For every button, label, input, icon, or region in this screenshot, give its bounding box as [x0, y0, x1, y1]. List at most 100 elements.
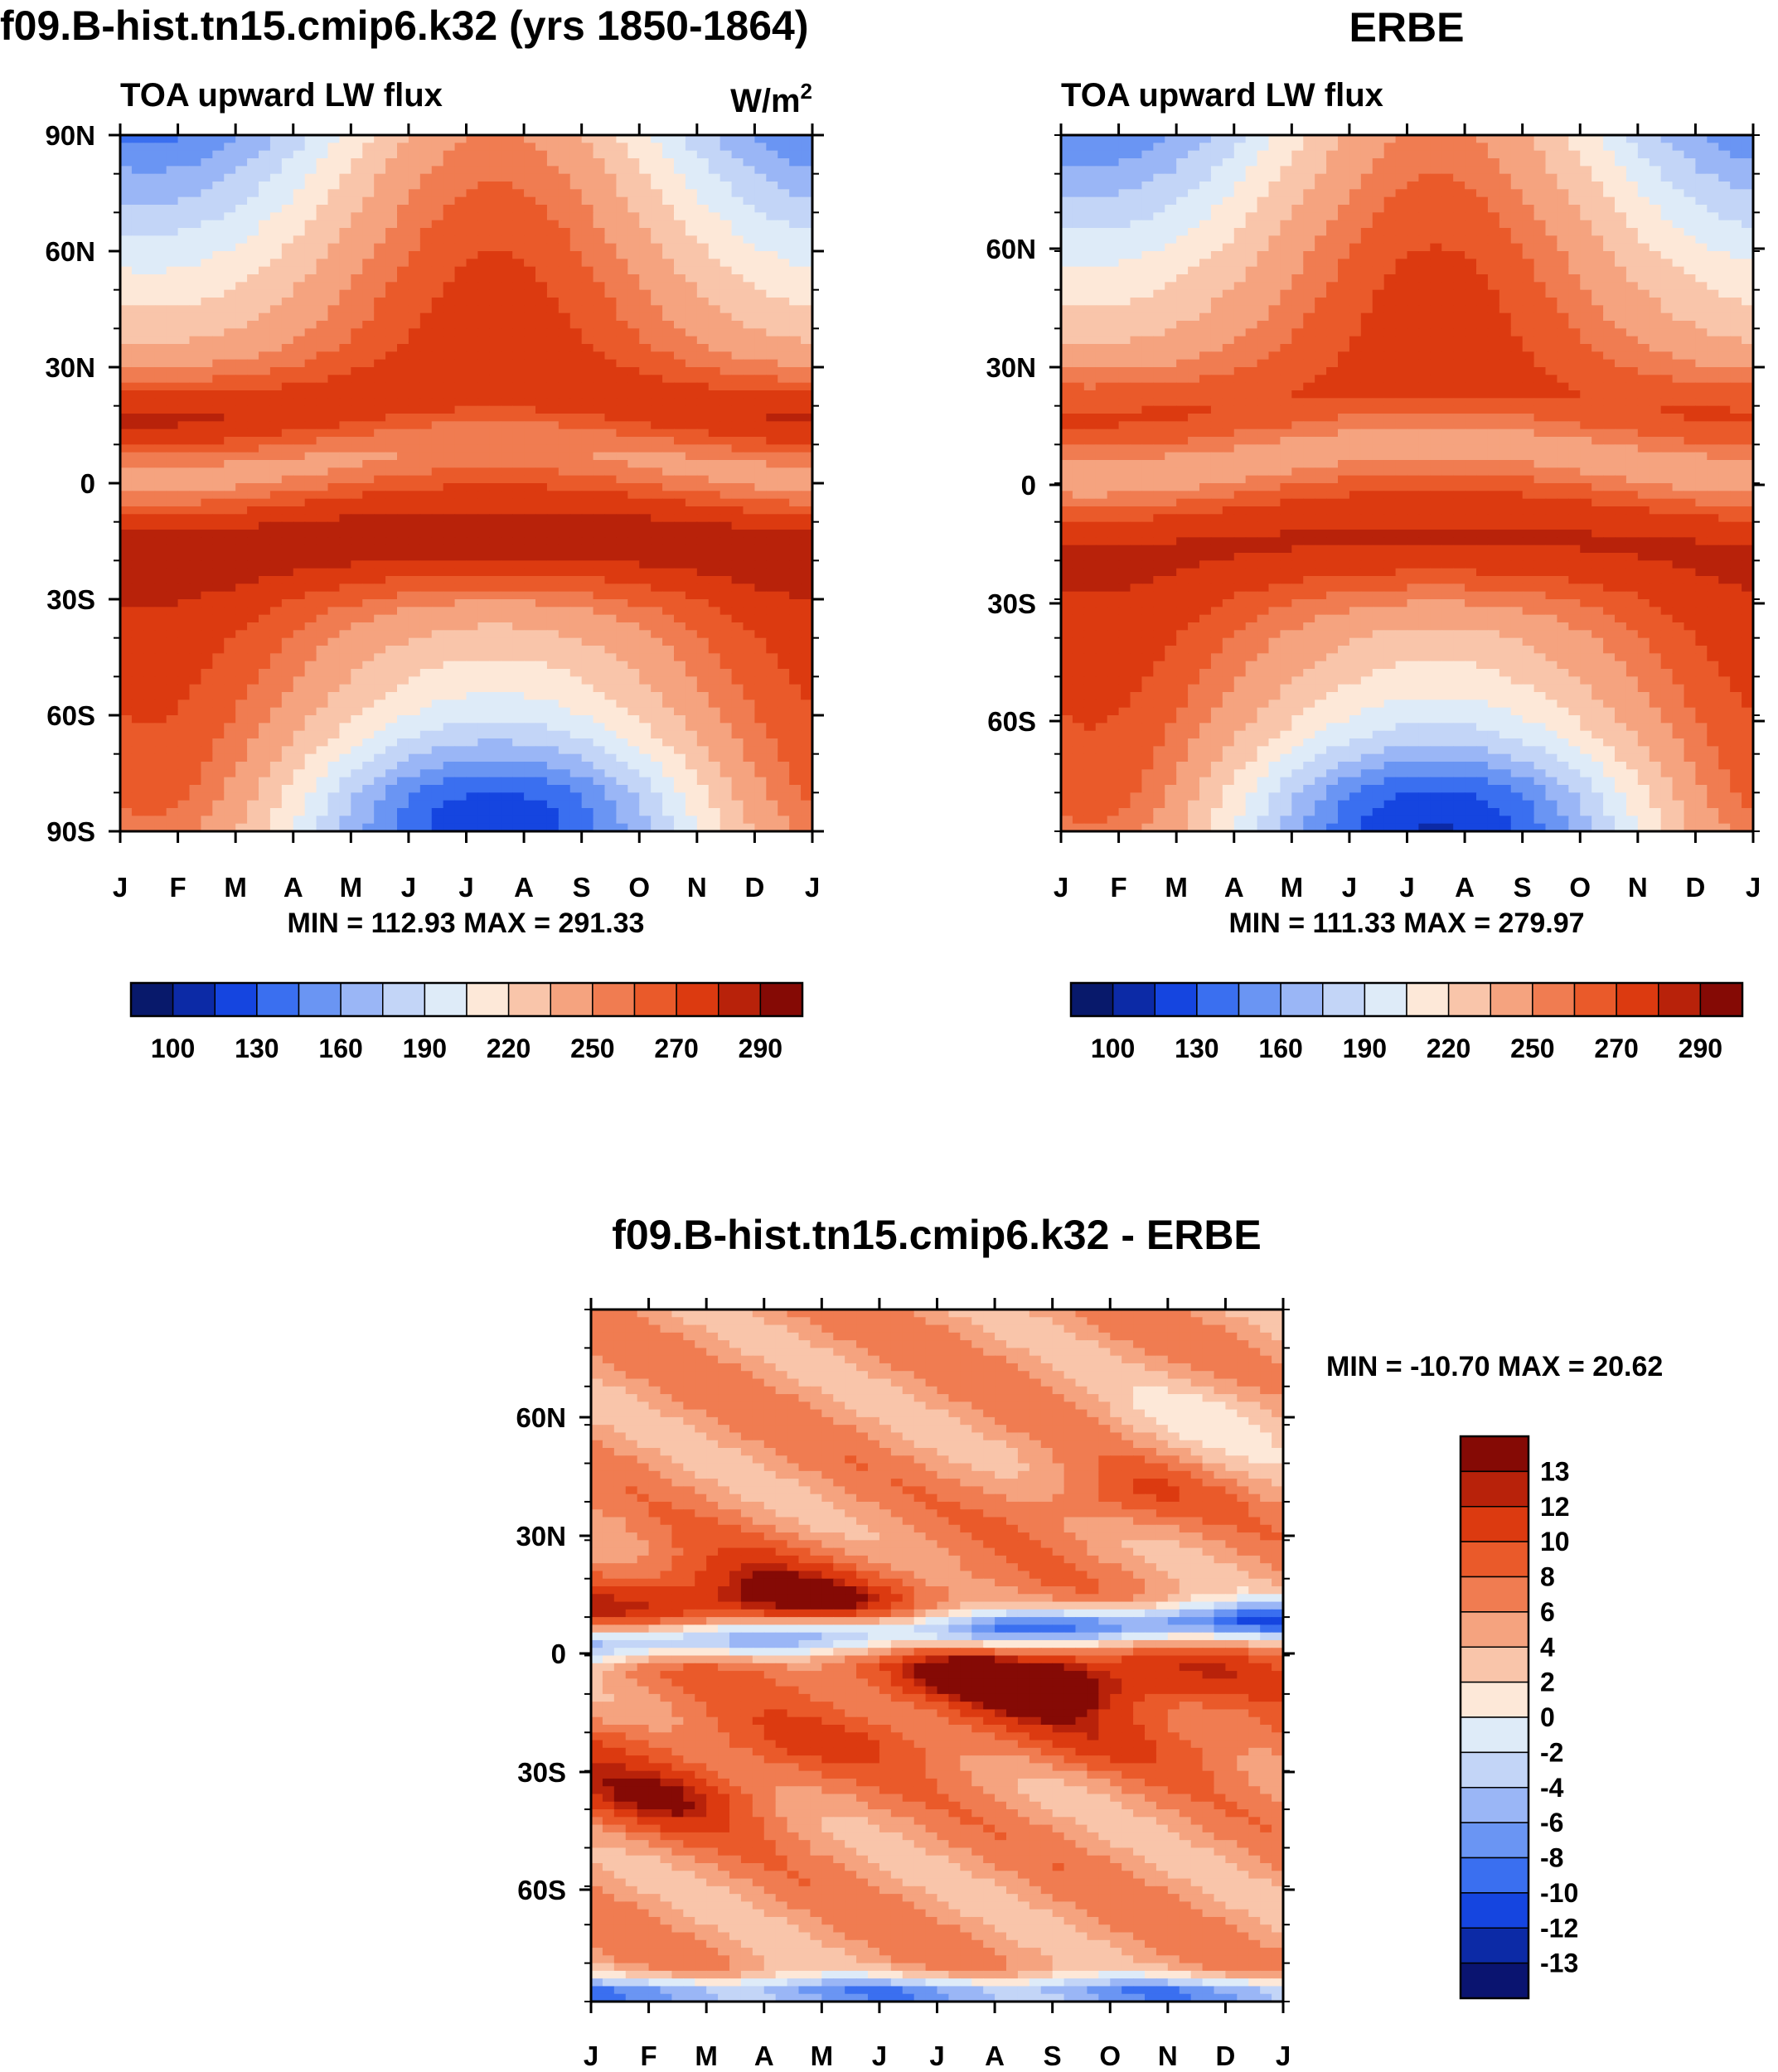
heatmap-cell: [397, 344, 409, 352]
heatmap-cell: [593, 483, 606, 491]
heatmap-cell: [731, 653, 744, 662]
heatmap-cell: [201, 762, 213, 770]
heatmap-cell: [397, 614, 409, 623]
heatmap-cell: [489, 467, 501, 477]
heatmap-cell: [143, 212, 156, 221]
heatmap-cell: [235, 405, 248, 414]
heatmap-cell: [789, 769, 802, 778]
heatmap-cell: [651, 591, 663, 600]
heatmap-cell: [627, 715, 640, 724]
heatmap-cell: [327, 545, 341, 554]
heatmap-cell: [778, 653, 790, 662]
heatmap-cell: [466, 622, 479, 631]
heatmap-cell: [351, 390, 363, 399]
heatmap-cell: [754, 498, 767, 507]
heatmap-cell: [593, 351, 606, 361]
heatmap-cell: [651, 684, 663, 693]
heatmap-cell: [569, 452, 583, 461]
heatmap-cell: [166, 414, 179, 422]
heatmap-cell: [189, 483, 202, 491]
heatmap-cell: [120, 243, 133, 252]
heatmap-cell: [627, 753, 640, 762]
heatmap-cell: [731, 676, 744, 685]
heatmap-cell: [316, 498, 329, 507]
heatmap-cell: [166, 189, 179, 198]
heatmap-cell: [235, 537, 248, 546]
heatmap-cell: [385, 414, 398, 422]
heatmap-cell: [581, 189, 594, 198]
heatmap-cell: [639, 746, 652, 755]
heatmap-cell: [801, 553, 812, 561]
heatmap-cell: [189, 769, 202, 778]
heatmap-cell: [339, 622, 351, 631]
heatmap-cell: [651, 251, 663, 259]
heatmap-cell: [177, 414, 191, 422]
heatmap-cell: [754, 460, 767, 468]
heatmap-cell: [224, 545, 236, 554]
heatmap-cell: [143, 653, 156, 662]
heatmap-cell: [293, 669, 306, 677]
heatmap-cell: [374, 298, 386, 306]
heatmap-cell: [639, 514, 652, 523]
heatmap-cell: [259, 405, 271, 414]
heatmap-cell: [293, 212, 306, 221]
heatmap-cell: [569, 414, 583, 422]
heatmap-cell: [408, 398, 421, 407]
heatmap-cell: [431, 375, 444, 384]
heatmap-cell: [593, 390, 606, 399]
heatmap-cell: [443, 398, 456, 407]
heatmap-cell: [269, 637, 283, 646]
heatmap-cell: [339, 312, 351, 322]
heatmap-cell: [766, 467, 778, 477]
heatmap-cell: [166, 753, 179, 762]
heatmap-cell: [754, 715, 767, 724]
heatmap-cell: [304, 560, 317, 569]
heatmap-cell: [639, 351, 652, 361]
heatmap-cell: [281, 259, 294, 268]
heatmap-cell: [154, 328, 167, 337]
heatmap-cell: [131, 646, 144, 654]
heatmap-cell: [593, 646, 606, 654]
heatmap-cell: [408, 753, 421, 762]
heatmap-cell: [235, 769, 248, 778]
heatmap-cell: [235, 266, 248, 275]
heatmap-cell: [247, 336, 259, 345]
heatmap-cell: [385, 646, 398, 654]
heatmap-cell: [154, 398, 167, 407]
heatmap-cell: [293, 150, 306, 159]
heatmap-cell: [674, 421, 686, 430]
heatmap-cell: [408, 607, 421, 616]
heatmap-cell: [281, 351, 294, 361]
heatmap-cell: [558, 614, 571, 623]
heatmap-cell: [454, 414, 468, 422]
heatmap-cell: [408, 251, 421, 259]
heatmap-cell: [224, 521, 236, 530]
heatmap-cell: [674, 298, 686, 306]
heatmap-cell: [731, 421, 744, 430]
heatmap-cell: [259, 746, 271, 755]
heatmap-cell: [743, 630, 756, 639]
heatmap-cell: [120, 428, 133, 438]
heatmap-cell: [801, 599, 812, 608]
heatmap-cell: [489, 762, 501, 770]
heatmap-cell: [339, 521, 351, 530]
heatmap-cell: [639, 646, 652, 654]
heatmap-cell: [512, 707, 525, 716]
heatmap-cell: [212, 762, 225, 770]
heatmap-cell: [754, 483, 767, 491]
heatmap-cell: [546, 762, 560, 770]
heatmap-cell: [131, 289, 144, 298]
heatmap-cell: [696, 289, 710, 298]
heatmap-cell: [374, 421, 386, 430]
heatmap-cell: [754, 769, 767, 778]
heatmap-cell: [293, 521, 306, 530]
heatmap-cell: [385, 591, 398, 600]
heatmap-cell: [120, 607, 133, 616]
heatmap-cell: [316, 537, 329, 546]
heatmap-cell: [327, 259, 341, 268]
heatmap-cell: [662, 692, 675, 700]
heatmap-cell: [535, 150, 548, 159]
heatmap-cell: [247, 498, 259, 507]
heatmap-cell: [466, 189, 479, 198]
heatmap-cell: [397, 467, 409, 477]
